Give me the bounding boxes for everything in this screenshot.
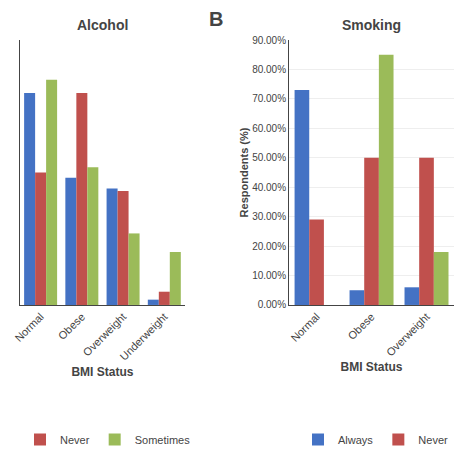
svg-text:Always: Always — [338, 434, 373, 446]
svg-text:Normal: Normal — [12, 310, 46, 344]
svg-text:Sometimes: Sometimes — [135, 434, 191, 446]
svg-text:BMI Status: BMI Status — [341, 360, 403, 374]
svg-text:30.00%: 30.00% — [252, 211, 286, 222]
svg-text:40.00%: 40.00% — [252, 182, 286, 193]
svg-text:Overweight: Overweight — [81, 310, 129, 358]
svg-text:Never: Never — [418, 434, 448, 446]
svg-text:50.00%: 50.00% — [252, 152, 286, 163]
svg-text:Alcohol: Alcohol — [77, 17, 128, 33]
svg-text:Normal: Normal — [288, 310, 322, 344]
svg-text:B: B — [209, 8, 223, 30]
svg-text:Never: Never — [60, 434, 90, 446]
svg-text:Underweight: Underweight — [117, 310, 169, 362]
svg-text:10.00%: 10.00% — [252, 270, 286, 281]
svg-text:Overweight: Overweight — [384, 310, 432, 358]
svg-text:Obese: Obese — [345, 310, 376, 341]
svg-text:Respondents (%): Respondents (%) — [238, 127, 250, 217]
svg-text:80.00%: 80.00% — [252, 64, 286, 75]
svg-text:0.00%: 0.00% — [258, 299, 286, 310]
svg-text:20.00%: 20.00% — [252, 241, 286, 252]
svg-text:60.00%: 60.00% — [252, 123, 286, 134]
svg-text:BMI Status: BMI Status — [71, 365, 133, 379]
svg-text:70.00%: 70.00% — [252, 93, 286, 104]
svg-text:Obese: Obese — [56, 310, 87, 341]
svg-text:Smoking: Smoking — [342, 17, 401, 33]
svg-text:90.00%: 90.00% — [252, 35, 286, 46]
